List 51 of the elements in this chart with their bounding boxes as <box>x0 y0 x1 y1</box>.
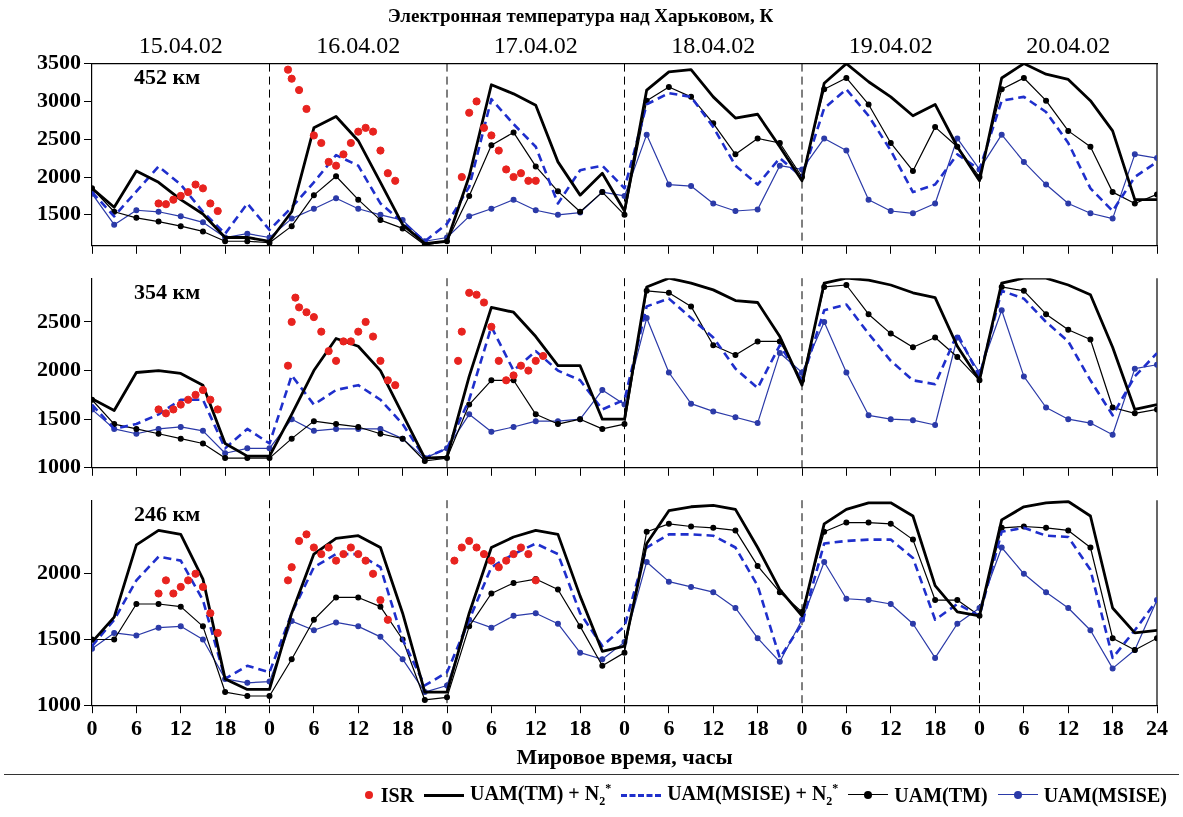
x-tick-label: 6 <box>840 715 852 741</box>
y-tick-label: 1500 <box>37 200 81 226</box>
x-tick-label: 6 <box>130 715 142 741</box>
x-tick-label: 18 <box>924 715 947 741</box>
x-tick-label: 6 <box>663 715 675 741</box>
x-tick-label: 12 <box>524 715 547 741</box>
legend-label: UAM(MSISE) <box>1043 783 1167 807</box>
y-tick-label: 2000 <box>37 162 81 188</box>
y-tick-label: 1000 <box>37 453 81 479</box>
y-tick-label: 2000 <box>37 559 81 585</box>
x2-tick-label: 18.04.02 <box>671 32 756 59</box>
x-tick-label: 12 <box>1057 715 1080 741</box>
annotation: 246 км <box>134 500 201 526</box>
x-tick-label: 18 <box>569 715 592 741</box>
legend-label: UAM(TM) <box>894 783 988 807</box>
x-tick-label: 12 <box>879 715 902 741</box>
x-tick-label: 0 <box>86 715 98 741</box>
x-tick-label: 0 <box>974 715 985 741</box>
chart-title: Электронная температура над Харьковом, К <box>387 5 774 27</box>
x-tick-label: 6 <box>1018 715 1030 741</box>
x-tick-label: 6 <box>485 715 497 741</box>
y-tick-label: 1500 <box>37 625 81 651</box>
y-tick-label: 3000 <box>37 87 81 113</box>
x-axis-title: Мировое время, часы <box>516 744 733 770</box>
y-tick-label: 3500 <box>37 49 81 75</box>
x-tick-label: 18 <box>391 715 414 741</box>
y-tick-label: 2000 <box>37 356 81 382</box>
y-tick-label: 1000 <box>37 690 81 716</box>
x-tick-label: 0 <box>796 715 808 741</box>
x2-tick-label: 20.04.02 <box>1026 32 1111 59</box>
legend-label: ISR <box>380 783 415 807</box>
x-tick-label: 0 <box>264 715 275 741</box>
x-tick-label: 12 <box>169 715 192 741</box>
y-tick-label: 1500 <box>37 404 81 430</box>
x-tick-label: 18 <box>746 715 769 741</box>
annotation: 452 км <box>134 64 201 90</box>
x2-tick-label: 16.04.02 <box>316 32 401 59</box>
x-tick-label: 12 <box>347 715 370 741</box>
x2-tick-label: 17.04.02 <box>493 32 578 59</box>
y-tick-label: 2500 <box>37 307 81 333</box>
x-tick-label: 18 <box>1101 715 1124 741</box>
x2-tick-label: 15.04.02 <box>138 32 223 59</box>
x-tick-label: 6 <box>308 715 320 741</box>
x-tick-label: 0 <box>441 715 453 741</box>
x-tick-label: 18 <box>214 715 237 741</box>
x2-tick-label: 19.04.02 <box>848 32 933 59</box>
annotation: 354 км <box>134 278 201 304</box>
x-tick-label: 12 <box>702 715 725 741</box>
x-tick-label: 0 <box>619 715 630 741</box>
x-tick-label: 24 <box>1146 715 1168 741</box>
y-tick-label: 2500 <box>37 124 81 150</box>
